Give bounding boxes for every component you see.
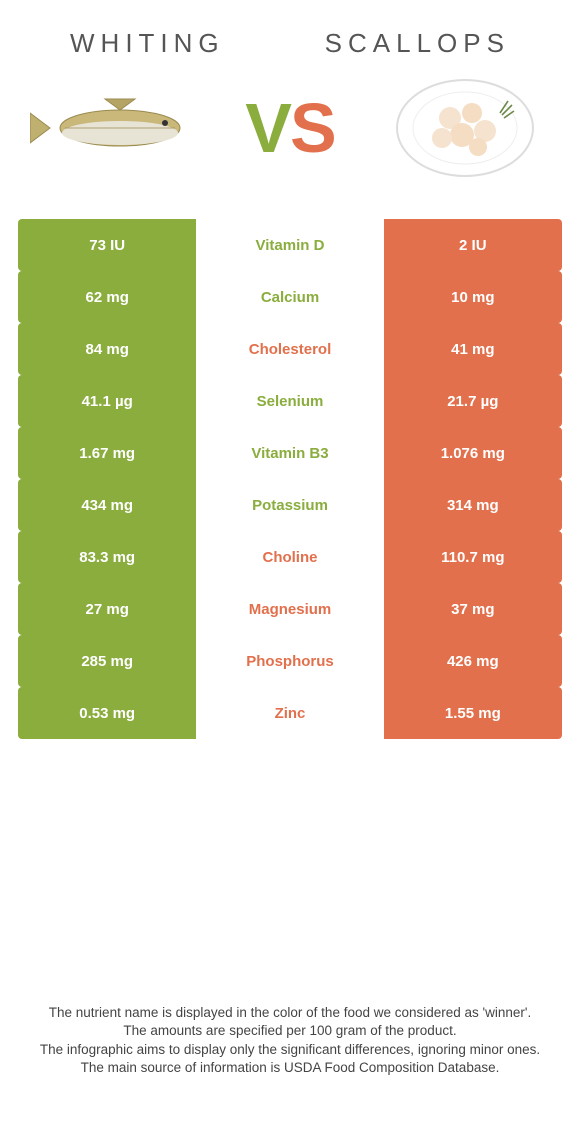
nutrient-label: Magnesium xyxy=(196,583,383,635)
right-value: 426 mg xyxy=(384,635,562,687)
nutrient-row: 41.1 µgSelenium21.7 µg xyxy=(18,375,562,427)
nutrient-label: Cholesterol xyxy=(196,323,383,375)
right-value: 10 mg xyxy=(384,271,562,323)
right-value: 314 mg xyxy=(384,479,562,531)
right-value: 37 mg xyxy=(384,583,562,635)
nutrient-label: Selenium xyxy=(196,375,383,427)
left-value: 84 mg xyxy=(18,323,196,375)
left-value: 62 mg xyxy=(18,271,196,323)
left-value: 73 IU xyxy=(18,219,196,271)
footnote-line: The main source of information is USDA F… xyxy=(12,1059,568,1077)
footnote-line: The nutrient name is displayed in the co… xyxy=(12,1004,568,1022)
footnotes: The nutrient name is displayed in the co… xyxy=(0,1004,580,1077)
left-value: 1.67 mg xyxy=(18,427,196,479)
right-value: 21.7 µg xyxy=(384,375,562,427)
right-value: 41 mg xyxy=(384,323,562,375)
whiting-image xyxy=(30,73,200,183)
right-value: 1.076 mg xyxy=(384,427,562,479)
right-value: 110.7 mg xyxy=(384,531,562,583)
nutrient-row: 62 mgCalcium10 mg xyxy=(18,271,562,323)
header: WHITING SCALLOPS xyxy=(0,0,580,73)
nutrient-label: Zinc xyxy=(196,687,383,739)
vs-v: V xyxy=(245,89,290,167)
vs-label: VS xyxy=(245,88,334,168)
nutrient-label: Phosphorus xyxy=(196,635,383,687)
nutrient-label: Vitamin B3 xyxy=(196,427,383,479)
nutrient-row: 84 mgCholesterol41 mg xyxy=(18,323,562,375)
right-value: 1.55 mg xyxy=(384,687,562,739)
image-row: VS xyxy=(0,73,580,219)
vs-s: S xyxy=(290,89,335,167)
footnote-line: The amounts are specified per 100 gram o… xyxy=(12,1022,568,1040)
nutrient-label: Calcium xyxy=(196,271,383,323)
nutrient-table: 73 IUVitamin D2 IU62 mgCalcium10 mg84 mg… xyxy=(18,219,562,739)
nutrient-row: 73 IUVitamin D2 IU xyxy=(18,219,562,271)
fish-icon xyxy=(30,93,200,163)
nutrient-row: 27 mgMagnesium37 mg xyxy=(18,583,562,635)
footnote-line: The infographic aims to display only the… xyxy=(12,1041,568,1059)
nutrient-label: Vitamin D xyxy=(196,219,383,271)
left-value: 285 mg xyxy=(18,635,196,687)
scallops-image xyxy=(380,73,550,183)
scallops-icon xyxy=(390,73,540,183)
nutrient-row: 0.53 mgZinc1.55 mg xyxy=(18,687,562,739)
nutrient-label: Choline xyxy=(196,531,383,583)
nutrient-row: 83.3 mgCholine110.7 mg xyxy=(18,531,562,583)
left-value: 27 mg xyxy=(18,583,196,635)
right-value: 2 IU xyxy=(384,219,562,271)
nutrient-row: 285 mgPhosphorus426 mg xyxy=(18,635,562,687)
nutrient-row: 1.67 mgVitamin B31.076 mg xyxy=(18,427,562,479)
left-value: 0.53 mg xyxy=(18,687,196,739)
left-value: 83.3 mg xyxy=(18,531,196,583)
right-food-title: SCALLOPS xyxy=(325,28,510,59)
nutrient-label: Potassium xyxy=(196,479,383,531)
left-value: 434 mg xyxy=(18,479,196,531)
nutrient-row: 434 mgPotassium314 mg xyxy=(18,479,562,531)
left-value: 41.1 µg xyxy=(18,375,196,427)
left-food-title: WHITING xyxy=(70,28,225,59)
